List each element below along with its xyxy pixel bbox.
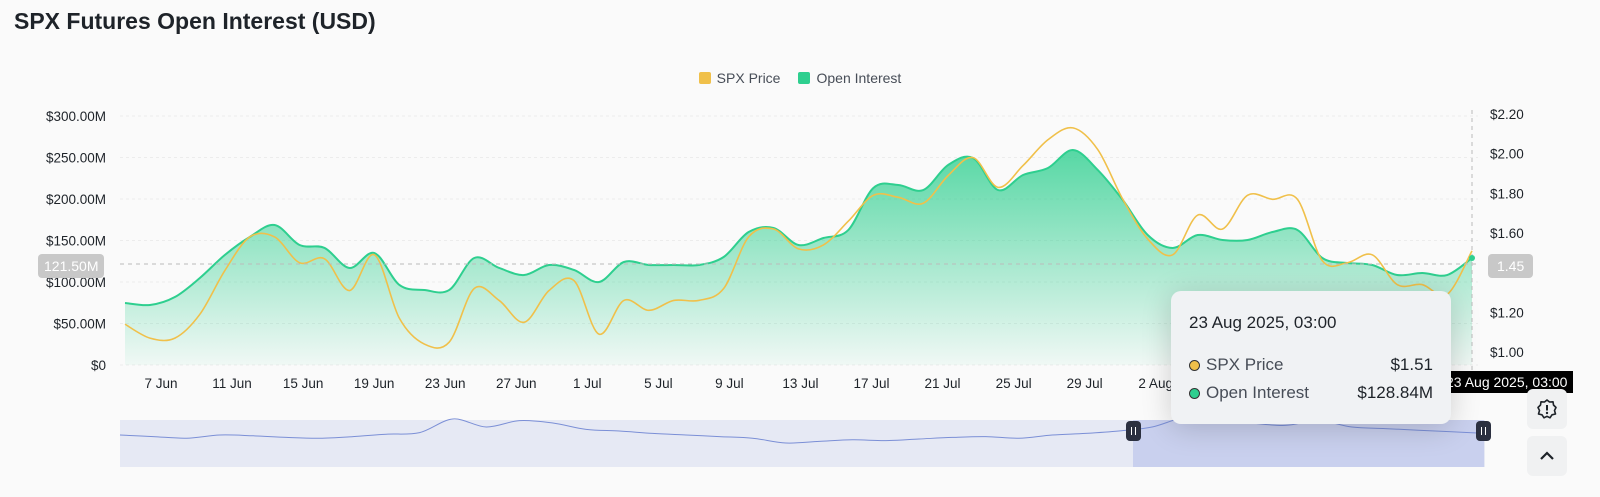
- x-axis: 7 Jun 11 Jun 15 Jun 19 Jun 23 Jun 27 Jun 1 Jul…: [144, 376, 1172, 391]
- page-title: SPX Futures Open Interest (USD): [14, 8, 376, 34]
- y-right-tick-label: $1.20: [1490, 305, 1524, 320]
- navigator-handle-right[interactable]: [1476, 421, 1491, 441]
- x-tick-label: 7 Jun: [144, 376, 177, 391]
- y-left-tick-label: $100.00M: [46, 275, 106, 290]
- price-dot-icon: [1189, 359, 1200, 371]
- legend-item-spx-price[interactable]: SPX Price: [698, 70, 781, 86]
- open-interest-area: [125, 150, 1472, 365]
- crosshair-x-label: 23 Aug 2025, 03:00: [1440, 371, 1574, 393]
- navigator-handle-left[interactable]: [1126, 421, 1141, 441]
- x-tick-label: 21 Jul: [925, 376, 961, 391]
- legend-label: SPX Price: [716, 70, 781, 86]
- tooltip-value: $128.84M: [1357, 383, 1433, 402]
- legend-swatch-price: [698, 72, 711, 84]
- crosshair-left-value: 121.50M: [38, 254, 105, 278]
- hover-point-oi: [1469, 255, 1475, 261]
- y-right-tick-label: $1.80: [1490, 186, 1524, 201]
- y-right-tick-label: $2.00: [1490, 147, 1524, 162]
- x-tick-label: 1 Jul: [573, 376, 602, 391]
- x-tick-label: 13 Jul: [782, 376, 818, 391]
- spx-price-line: [124, 126, 1473, 349]
- y-right-tick-label: $2.20: [1490, 107, 1524, 122]
- y-left-tick-label: $150.00M: [46, 234, 106, 249]
- y-left-tick-label: $0: [91, 358, 106, 373]
- tooltip-row-price: SPX Price $1.51: [1189, 355, 1433, 375]
- y-left-tick-label: $250.00M: [46, 151, 106, 166]
- oi-dot-icon: [1189, 387, 1200, 399]
- navigator-selection: [1133, 420, 1484, 467]
- tooltip-date: 23 Aug 2025, 03:00: [1189, 313, 1337, 332]
- legend-label: Open Interest: [816, 70, 902, 86]
- tooltip-label: SPX Price: [1206, 355, 1284, 374]
- scroll-top-button[interactable]: [1527, 436, 1567, 476]
- legend-swatch-oi: [798, 72, 811, 84]
- chart-legend: SPX Price Open Interest: [0, 70, 1600, 86]
- x-tick-label: 15 Jun: [283, 376, 324, 391]
- legend-item-open-interest[interactable]: Open Interest: [798, 70, 901, 86]
- y-left-tick-label: $300.00M: [46, 109, 106, 124]
- x-tick-label: 5 Jul: [644, 376, 673, 391]
- y-right-tick-label: $1.00: [1490, 345, 1524, 360]
- x-tick-label: 2 Aug: [1138, 376, 1173, 391]
- chevron-up-icon: [1540, 451, 1554, 460]
- y-left-tick-label: $50.00M: [53, 317, 106, 332]
- y-axis-left: $0 $50.00M $100.00M $150.00M $200.00M $250.00…: [46, 109, 106, 373]
- open-interest-line: [124, 149, 1473, 307]
- y-axis-right: $1.00 $1.20 $1.60 $1.80 $2.00 $2.20: [1490, 107, 1524, 360]
- crosshair-right-value: 1.45: [1488, 254, 1534, 278]
- y-right-tick-label: $1.60: [1490, 226, 1524, 241]
- x-tick-label: 17 Jul: [853, 376, 889, 391]
- x-tick-label: 9 Jul: [715, 376, 744, 391]
- tooltip-value: $1.51: [1390, 355, 1433, 374]
- tooltip: 23 Aug 2025, 03:00 SPX Price $1.51 Open I…: [1171, 291, 1451, 424]
- x-tick-label: 27 Jun: [496, 376, 537, 391]
- x-tick-label: 19 Jun: [354, 376, 395, 391]
- y-left-tick-label: $200.00M: [46, 192, 106, 207]
- x-tick-label: 11 Jun: [212, 376, 252, 391]
- tooltip-row-oi: Open Interest $128.84M: [1189, 383, 1433, 403]
- alert-icon: [1537, 399, 1557, 419]
- x-tick-label: 25 Jul: [996, 376, 1032, 391]
- tooltip-label: Open Interest: [1206, 383, 1310, 402]
- x-tick-label: 29 Jul: [1067, 376, 1103, 391]
- alert-button[interactable]: [1527, 389, 1567, 429]
- x-tick-label: 23 Jun: [425, 376, 466, 391]
